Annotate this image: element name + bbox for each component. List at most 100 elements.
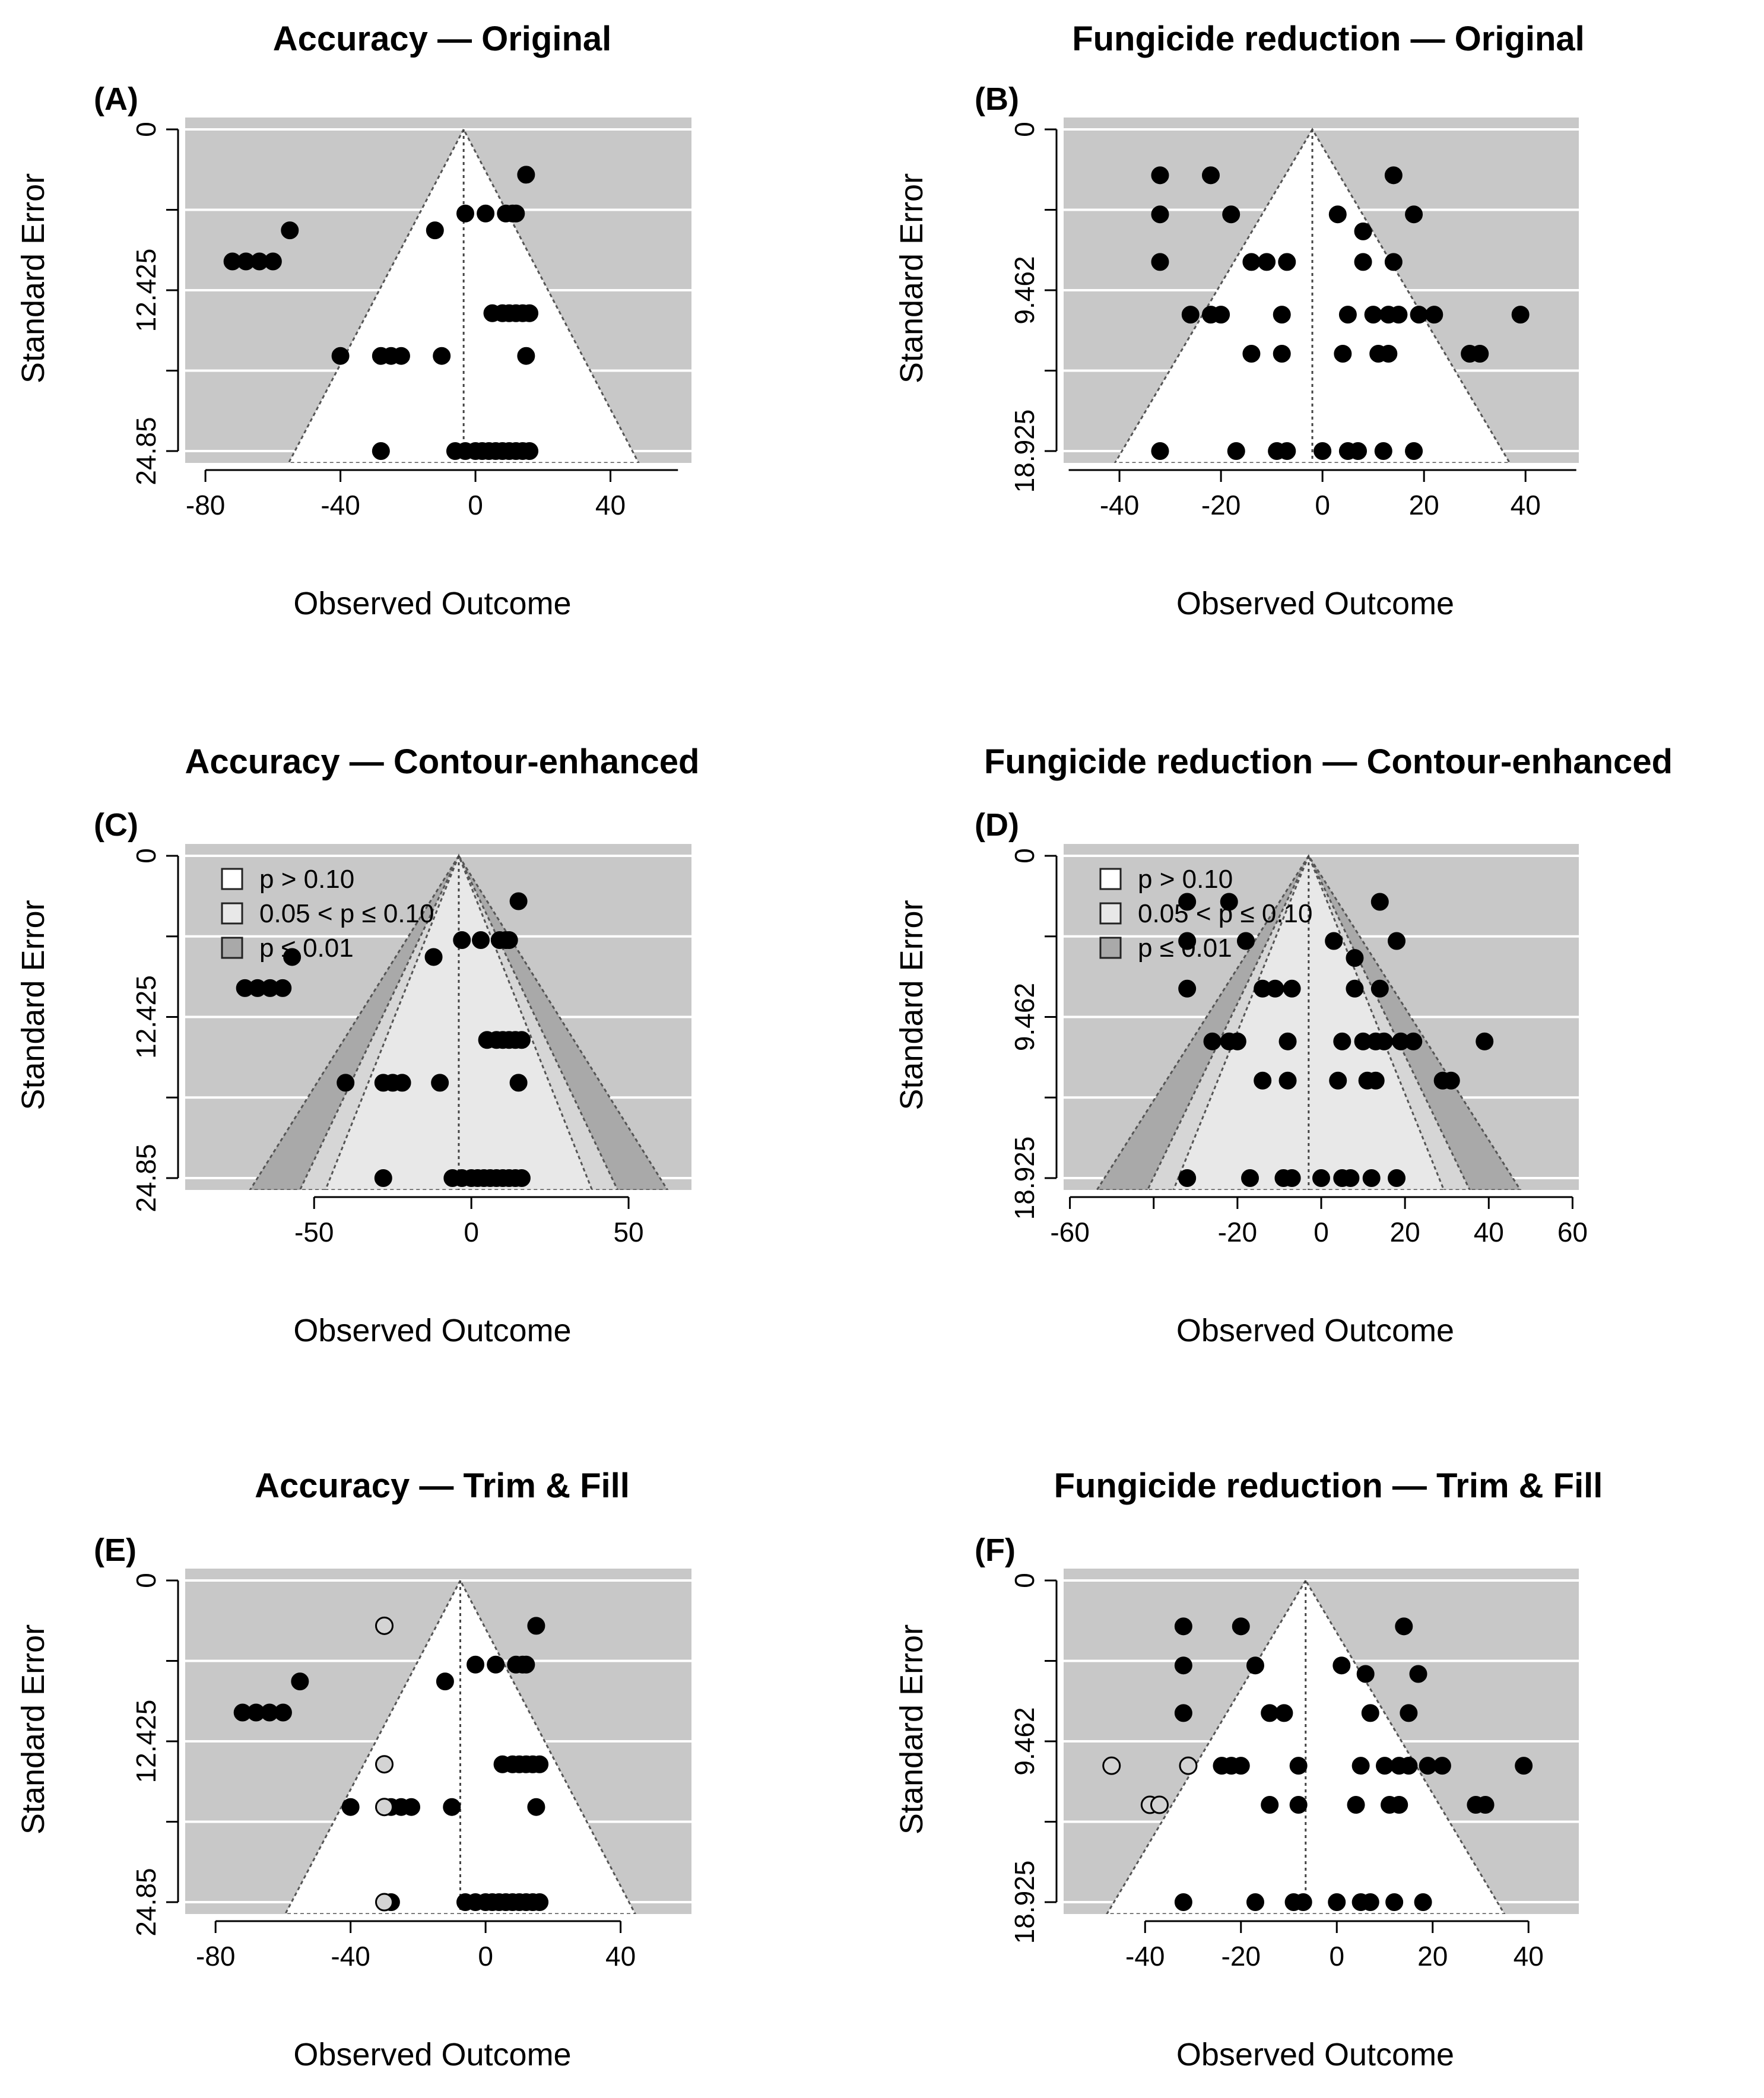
data-point bbox=[1405, 205, 1423, 224]
data-point bbox=[1375, 1032, 1393, 1050]
data-point bbox=[1174, 1656, 1192, 1675]
data-point bbox=[1220, 893, 1238, 911]
data-point bbox=[1405, 442, 1423, 460]
data-point bbox=[1151, 166, 1169, 185]
legend-label: p > 0.10 bbox=[259, 865, 354, 894]
data-point bbox=[521, 442, 539, 460]
data-point bbox=[1388, 1169, 1406, 1187]
x-tick-label: 0 bbox=[464, 1217, 479, 1248]
data-point bbox=[517, 1655, 535, 1674]
plot-area bbox=[185, 1569, 691, 1914]
data-point bbox=[1266, 979, 1284, 998]
plot-area bbox=[1064, 118, 1579, 463]
data-point bbox=[1174, 1893, 1192, 1911]
data-point bbox=[531, 1755, 549, 1773]
data-point bbox=[281, 221, 299, 240]
data-point bbox=[1246, 1656, 1264, 1675]
data-point bbox=[1395, 1617, 1413, 1636]
data-point bbox=[1278, 442, 1296, 460]
imputed-point bbox=[1150, 1795, 1169, 1814]
y-tick-label: 9.462 bbox=[1009, 983, 1040, 1051]
data-point bbox=[1384, 253, 1403, 271]
data-point bbox=[1400, 1757, 1418, 1775]
y-tick-label: 24.85 bbox=[131, 417, 161, 485]
data-point bbox=[1241, 1169, 1259, 1187]
data-point bbox=[1370, 893, 1389, 911]
panel-label: (A) bbox=[94, 81, 138, 117]
data-point bbox=[1354, 222, 1372, 240]
x-tick-label: 20 bbox=[1417, 1941, 1448, 1972]
plot-area bbox=[185, 844, 691, 1190]
x-tick-label: 0 bbox=[478, 1941, 493, 1972]
x-tick-label: 20 bbox=[1409, 490, 1439, 520]
legend-swatch bbox=[221, 902, 243, 925]
plot-area bbox=[1064, 844, 1579, 1190]
data-point bbox=[1273, 345, 1291, 363]
y-tick-label: 24.85 bbox=[131, 1144, 161, 1212]
data-point bbox=[337, 1074, 355, 1092]
panel-a: -80 -40 0 40 Observed Outcome 0 12.425 24.85 Sta… bbox=[15, 20, 691, 621]
legend-swatch bbox=[221, 937, 243, 959]
data-point bbox=[1341, 1169, 1360, 1187]
x-tick-label: 40 bbox=[1514, 1941, 1544, 1972]
y-tick-label: 9.462 bbox=[1009, 256, 1040, 324]
y-tick-label: 12.425 bbox=[131, 1700, 161, 1783]
y-axis-label: Standard Error bbox=[15, 900, 51, 1110]
x-tick-label: 0 bbox=[1329, 1941, 1344, 1972]
funnel-region bbox=[1113, 128, 1511, 463]
legend: p > 0.10 0.05 < p ≤ 0.10 p ≤ 0.01 bbox=[1099, 865, 1313, 963]
data-point bbox=[1409, 1665, 1427, 1683]
data-point bbox=[1414, 1893, 1432, 1911]
x-tick-label: -80 bbox=[196, 1941, 235, 1972]
data-point bbox=[1228, 1032, 1246, 1050]
x-tick-label: -40 bbox=[321, 490, 360, 520]
data-point bbox=[531, 1893, 549, 1911]
data-point bbox=[1283, 1169, 1301, 1187]
x-tick-label: -40 bbox=[1125, 1941, 1165, 1972]
data-point bbox=[1442, 1071, 1460, 1090]
y-tick-label: 0 bbox=[131, 1573, 161, 1588]
data-point bbox=[291, 1672, 309, 1691]
legend: p > 0.10 0.05 < p ≤ 0.10 p ≤ 0.01 bbox=[221, 865, 434, 963]
data-point bbox=[1425, 306, 1443, 324]
data-point bbox=[1273, 306, 1291, 324]
panel-title: Fungicide reduction — Original bbox=[1072, 20, 1585, 58]
data-point bbox=[1410, 306, 1428, 324]
data-point bbox=[517, 166, 535, 184]
data-point bbox=[1232, 1617, 1250, 1636]
data-point bbox=[1346, 979, 1364, 998]
data-point bbox=[509, 1074, 528, 1092]
y-tick-label: 18.925 bbox=[1009, 410, 1040, 493]
data-point bbox=[1329, 1071, 1347, 1090]
data-point bbox=[1151, 205, 1169, 224]
data-point bbox=[1181, 306, 1200, 324]
data-point bbox=[453, 931, 471, 950]
x-axis-label: Observed Outcome bbox=[293, 586, 571, 621]
y-tick-label: 0 bbox=[1009, 122, 1040, 137]
data-point bbox=[1294, 1893, 1312, 1911]
data-point bbox=[431, 1074, 449, 1092]
data-point bbox=[1236, 932, 1255, 950]
y-tick-label: 18.925 bbox=[1009, 1861, 1040, 1944]
y-axis-label: Standard Error bbox=[15, 1624, 51, 1834]
panel-c: p > 0.10 0.05 < p ≤ 0.10 p ≤ 0.01 -50 0 50 Obs… bbox=[15, 742, 699, 1348]
x-tick-label: 0 bbox=[1315, 490, 1330, 520]
data-point bbox=[467, 1655, 485, 1674]
contour-p-gt-0.10 bbox=[1172, 853, 1445, 1190]
data-point bbox=[1232, 1757, 1250, 1775]
x-axis-label: Observed Outcome bbox=[293, 1313, 571, 1348]
x-tick-label: 0 bbox=[468, 490, 483, 520]
y-tick-label: 0 bbox=[1009, 848, 1040, 864]
x-axis-label: Observed Outcome bbox=[1176, 586, 1454, 621]
data-point bbox=[1203, 1032, 1222, 1050]
data-point bbox=[374, 1169, 392, 1187]
legend-swatch bbox=[1099, 937, 1122, 959]
data-point bbox=[1379, 345, 1398, 363]
data-point bbox=[509, 892, 528, 910]
panel-label: (E) bbox=[94, 1532, 137, 1568]
x-tick-label: -20 bbox=[1222, 1941, 1261, 1972]
data-point bbox=[424, 948, 443, 966]
data-point bbox=[1351, 1757, 1370, 1775]
x-tick-label: -80 bbox=[186, 490, 225, 520]
data-point bbox=[1246, 1893, 1264, 1911]
